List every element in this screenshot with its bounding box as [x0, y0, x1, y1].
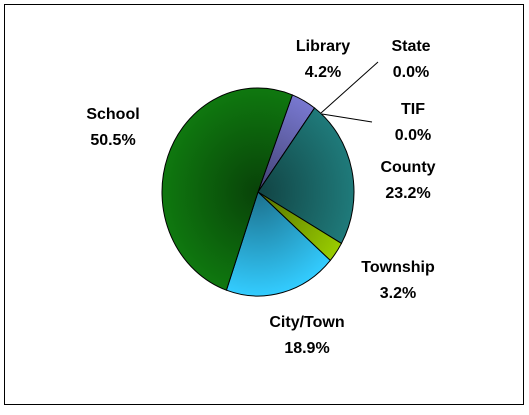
- slice-label: City/Town: [269, 314, 344, 331]
- slice-value-label: 4.2%: [305, 64, 341, 81]
- slice-value-label: 50.5%: [90, 132, 135, 149]
- leader-line: [320, 61, 379, 114]
- slice-value-label: 3.2%: [380, 285, 416, 302]
- slice-value-label: 0.0%: [395, 127, 431, 144]
- leader-line: [321, 113, 373, 123]
- slice-label: TIF: [401, 101, 425, 118]
- slice-label: School: [86, 106, 139, 123]
- slice-label: Library: [296, 38, 350, 55]
- slice-value-label: 23.2%: [385, 185, 430, 202]
- slice-value-label: 18.9%: [284, 340, 329, 357]
- slice-value-label: 0.0%: [393, 64, 429, 81]
- slice-label: County: [380, 159, 435, 176]
- slice-label: State: [391, 38, 430, 55]
- slice-label: Township: [361, 259, 435, 276]
